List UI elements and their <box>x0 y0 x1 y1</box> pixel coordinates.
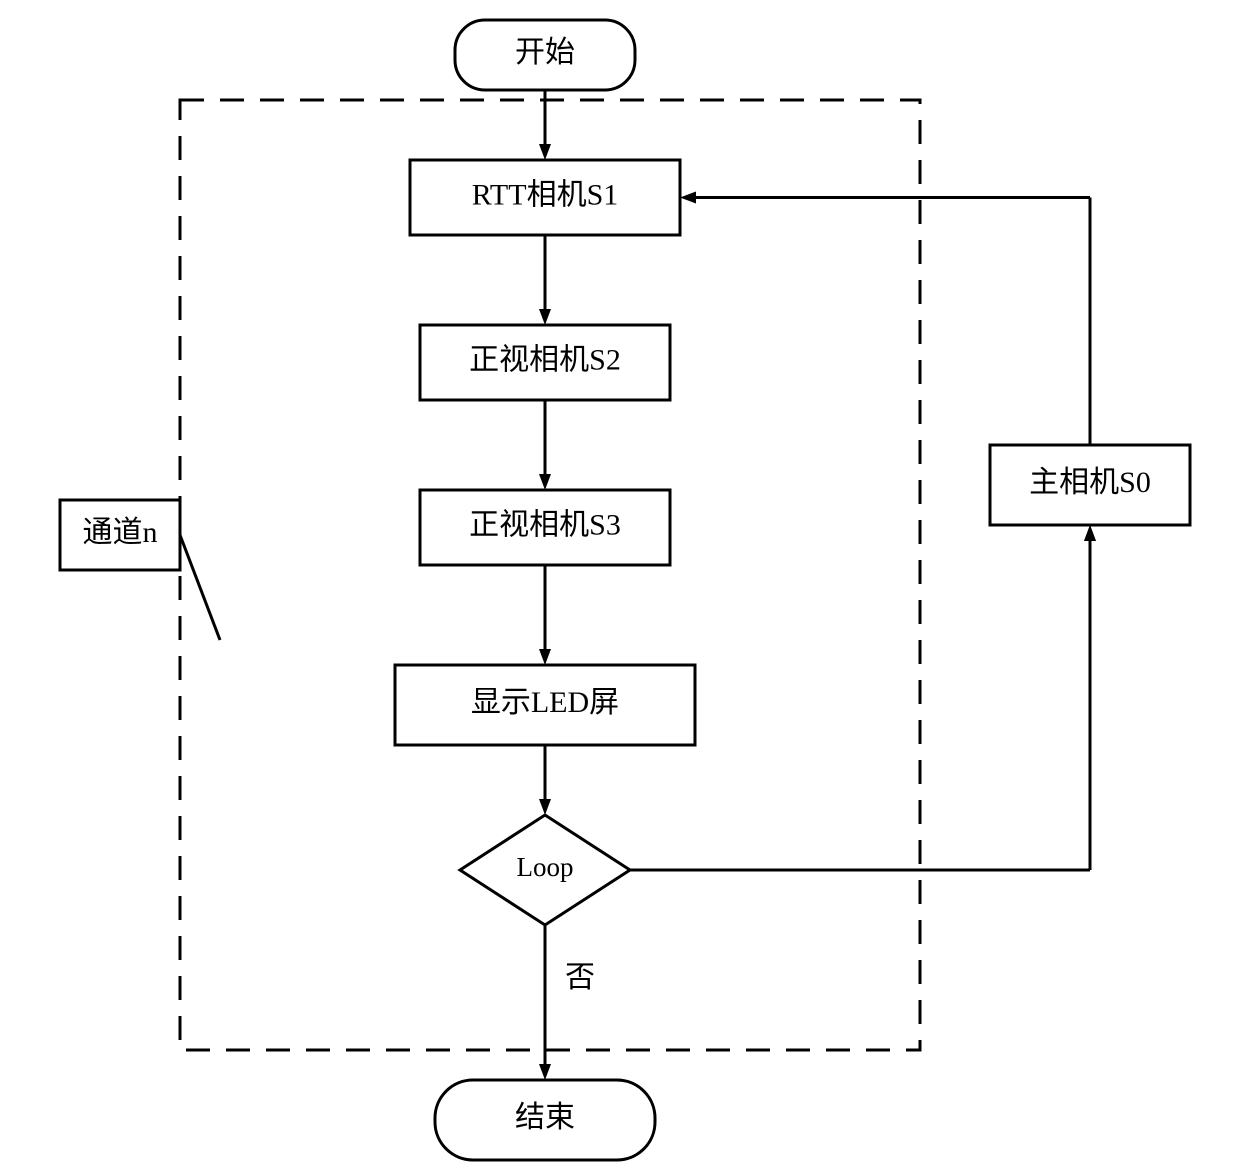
arrowhead-icon <box>1084 525 1096 541</box>
arrowhead-icon <box>539 474 551 490</box>
arrowhead-icon <box>539 144 551 160</box>
start-label: 开始 <box>515 36 575 69</box>
node-s1-label: RTT相机S1 <box>472 178 619 211</box>
arrowhead-icon <box>539 649 551 665</box>
node-s2-label: 正视相机S2 <box>469 343 621 376</box>
arrowhead-icon <box>539 799 551 815</box>
arrowhead-icon <box>539 1064 551 1080</box>
node-led-label: 显示LED屏 <box>471 686 619 719</box>
arrowhead-icon <box>680 192 696 204</box>
channel-label: 通道n <box>83 516 158 549</box>
node-s0-label: 主相机S0 <box>1029 466 1151 499</box>
decision-no-label: 否 <box>565 961 595 994</box>
end-label: 结束 <box>515 1101 575 1134</box>
channel-leader-line <box>180 535 220 640</box>
arrowhead-icon <box>539 309 551 325</box>
node-s3-label: 正视相机S3 <box>469 508 621 541</box>
decision-loop-label: Loop <box>517 852 574 882</box>
